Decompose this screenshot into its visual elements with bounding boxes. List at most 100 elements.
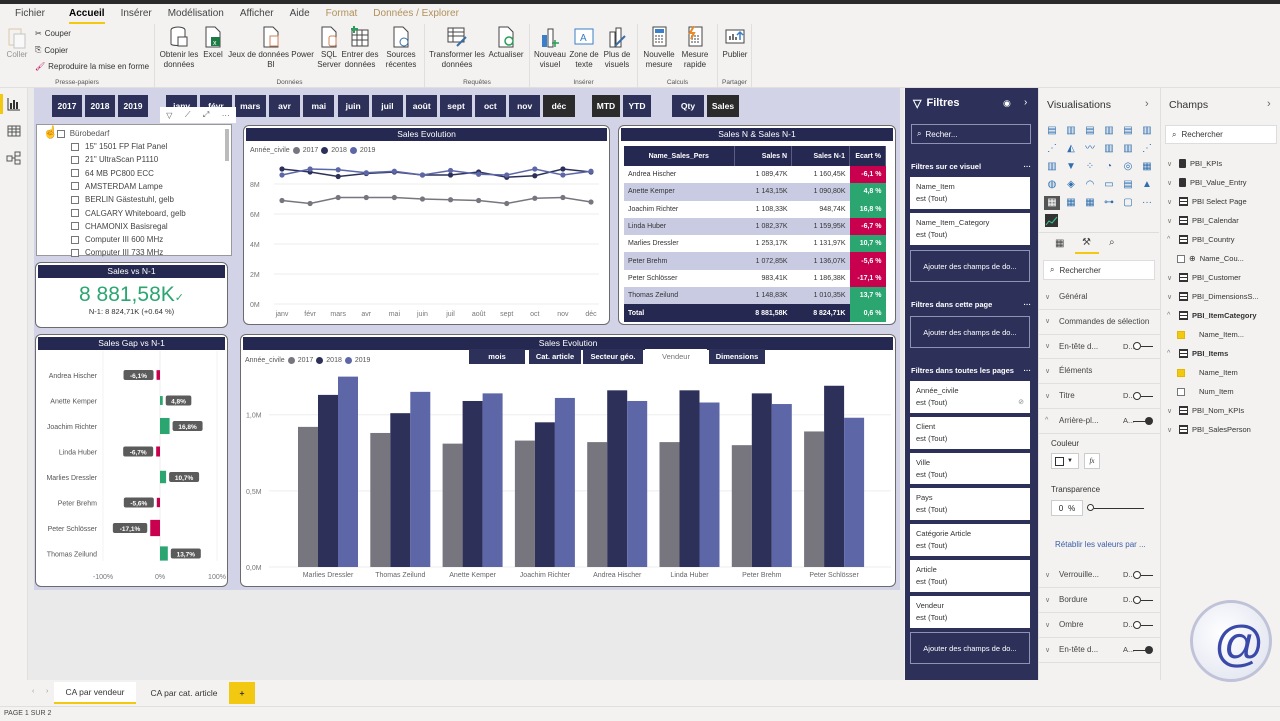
item-checkbox[interactable]: [71, 235, 79, 244]
field-item-pbicustomer[interactable]: ∨ PBI_Customer: [1167, 273, 1241, 282]
slicer-item[interactable]: Computer III 733 MHz: [71, 248, 163, 257]
year-button-2017[interactable]: 2017: [52, 95, 82, 117]
new-visual-button[interactable]: Nouveau visuel: [534, 26, 566, 70]
fields-search-input[interactable]: ⌕ Rechercher: [1165, 125, 1277, 144]
menu-tab-insrer[interactable]: Insérer: [120, 8, 152, 19]
menu-tab-afficher[interactable]: Afficher: [239, 8, 274, 19]
next-page-icon[interactable]: ›: [46, 688, 49, 695]
transparency-input[interactable]: 0%: [1051, 500, 1083, 516]
excel-button[interactable]: x Excel: [201, 26, 225, 60]
month-button-oct[interactable]: oct: [474, 95, 506, 117]
item-checkbox[interactable]: [71, 195, 79, 204]
cut-button[interactable]: ✂ Couper: [35, 29, 71, 38]
filter-card-catgoriearticle[interactable]: Catégorie Article est (Tout): [910, 524, 1030, 556]
field-item-pbiitems[interactable]: ^ PBI_Items: [1167, 349, 1229, 358]
donut-visual-icon[interactable]: ◎: [1123, 161, 1133, 172]
filter-card-pays[interactable]: Pays est (Tout): [910, 488, 1030, 521]
format-section-commandesdeslection[interactable]: ∨ Commandes de sélection: [1039, 317, 1161, 335]
measure-button-Sales[interactable]: Sales: [707, 95, 739, 117]
menu-tab-donnesexplorer[interactable]: Données / Explorer: [373, 8, 459, 19]
chevron-down-icon[interactable]: ∨: [1167, 293, 1173, 301]
col-header-name[interactable]: Name_Sales_Pers: [624, 146, 735, 166]
eye-icon[interactable]: ◉: [1003, 98, 1011, 108]
field-item-nameitem[interactable]: Name_Item...: [1177, 330, 1244, 339]
analytics-icon[interactable]: ⌕: [1109, 237, 1115, 248]
ribbon-visual-icon[interactable]: ⋰: [1142, 143, 1152, 154]
more-options-icon[interactable]: ···: [221, 110, 230, 120]
category-node[interactable]: ⌃ Bürobedarf: [45, 129, 110, 138]
gauge-visual-icon[interactable]: ◠: [1085, 179, 1095, 190]
menu-tab-fichier[interactable]: Fichier: [15, 8, 46, 19]
filter-card-client[interactable]: Client est (Tout): [910, 416, 1030, 449]
field-item-pbicountry[interactable]: ^ PBI_Country: [1167, 235, 1235, 244]
toggle-switch[interactable]: [1133, 570, 1153, 579]
filled-map-visual-icon[interactable]: ◈: [1067, 179, 1075, 190]
pie-visual-icon[interactable]: ◔: [1105, 161, 1113, 172]
page-tab-ca-par-vendeur[interactable]: CA par vendeur: [54, 682, 136, 704]
more-icon[interactable]: ···: [1023, 162, 1032, 171]
month-button-juil[interactable]: juil: [371, 95, 404, 117]
transparency-slider[interactable]: [1087, 504, 1145, 512]
multi-row-card-visual-icon[interactable]: ▤: [1123, 179, 1133, 190]
menu-tab-aide[interactable]: Aide: [289, 8, 310, 19]
stacked-column-visual-icon[interactable]: ▥: [1066, 125, 1076, 136]
sales-evolution-line-chart[interactable]: Sales Evolution Année_civile 2017 2018 2…: [243, 125, 610, 325]
format-paintroller-icon[interactable]: ⚒: [1082, 237, 1091, 248]
field-checkbox[interactable]: [1177, 254, 1185, 263]
publish-button[interactable]: Publier: [722, 26, 748, 60]
dimension-tab-mois[interactable]: mois: [469, 349, 525, 364]
treemap-visual-icon[interactable]: ▦: [1142, 161, 1152, 172]
slicer-item[interactable]: Computer III 600 MHz: [71, 235, 163, 244]
sales-matrix[interactable]: Sales N & Sales N-1 Name_Sales_Pers Sale…: [618, 125, 896, 325]
more-visuals-button[interactable]: Plus de visuels: [600, 26, 634, 70]
add-page-filter-dropzone[interactable]: Ajouter des champs de do...: [910, 316, 1030, 348]
chevron-up-icon[interactable]: ^: [1167, 236, 1171, 243]
month-button-mai[interactable]: mai: [303, 95, 335, 117]
slicer-item[interactable]: BERLIN Gästestuhl, gelb: [71, 195, 174, 204]
field-item-pbisalesperson[interactable]: ∨ PBI_SalesPerson: [1167, 425, 1251, 434]
filter-card-article[interactable]: Article est (Tout): [910, 560, 1030, 592]
col-header-sales-n1[interactable]: Sales N-1: [791, 146, 850, 166]
menu-tab-modlisation[interactable]: Modélisation: [167, 8, 224, 19]
table-row[interactable]: Peter Brehm 1 072,85K 1 136,07K -5,6 %: [624, 252, 886, 270]
toggle-switch[interactable]: [1133, 645, 1153, 654]
field-item-pbidimensionss[interactable]: ∨ PBI_DimensionsS...: [1167, 292, 1259, 301]
chevron-down-icon[interactable]: ∨: [1167, 160, 1173, 168]
item-checkbox[interactable]: [71, 142, 79, 151]
kpi-visual-icon[interactable]: ▲: [1142, 179, 1152, 190]
chevron-down-icon[interactable]: ∨: [1167, 426, 1173, 434]
dimension-tab-secteurgo[interactable]: Secteur géo.: [583, 349, 643, 364]
report-view-icon[interactable]: [6, 96, 22, 112]
slicer-item[interactable]: 15" 1501 FP Flat Panel: [71, 142, 167, 151]
filter-card-nameitemcategory[interactable]: Name_Item_Category est (Tout): [910, 213, 1030, 245]
visibility-off-icon[interactable]: ⊘: [1018, 399, 1024, 406]
field-checkbox[interactable]: [1177, 387, 1185, 396]
format-section-lments[interactable]: ∨ Éléments: [1039, 366, 1161, 385]
table-visual-icon[interactable]: ▦: [1066, 197, 1076, 208]
toggle-switch[interactable]: [1133, 620, 1153, 629]
format-section-arrirepl[interactable]: ^ Arrière-pl... A...: [1039, 416, 1161, 434]
conditional-format-fx-button[interactable]: fx: [1084, 453, 1100, 469]
enter-data-button[interactable]: Entrer des données: [341, 26, 379, 70]
line-visual-icon[interactable]: ⋰: [1047, 143, 1057, 154]
collapse-filters-icon[interactable]: ›: [1024, 97, 1028, 108]
item-checkbox[interactable]: [71, 182, 79, 191]
month-button-mars[interactable]: mars: [234, 95, 266, 117]
toggle-switch[interactable]: [1133, 342, 1153, 351]
field-item-pbiselectpage[interactable]: ∨ PBI Select Page: [1167, 197, 1247, 206]
toggle-switch[interactable]: [1133, 595, 1153, 604]
format-section-verrouille[interactable]: ∨ Verrouille... D...: [1039, 570, 1161, 588]
dimension-tab-dimensions[interactable]: Dimensions: [709, 349, 765, 364]
period-button-YTD[interactable]: YTD: [623, 95, 651, 117]
item-checkbox[interactable]: [71, 169, 79, 178]
new-measure-button[interactable]: Nouvelle mesure: [642, 26, 676, 70]
stacked-area-visual-icon[interactable]: 〰: [1085, 143, 1095, 154]
slicer-scrollbar[interactable]: [225, 129, 229, 161]
pbi-datasets-button[interactable]: Jeux de données Power BI: [227, 26, 315, 70]
field-item-pbikpis[interactable]: ∨ PBI_KPIs: [1167, 159, 1223, 168]
table-row[interactable]: Andrea Hischer 1 089,47K 1 160,45K -6,1 %: [624, 166, 886, 184]
page-tab-ca-par-cat-article[interactable]: CA par cat. article: [150, 688, 218, 698]
chevron-down-icon[interactable]: ∨: [1167, 274, 1173, 282]
period-button-MTD[interactable]: MTD: [592, 95, 620, 117]
color-picker[interactable]: ▼: [1051, 453, 1079, 469]
